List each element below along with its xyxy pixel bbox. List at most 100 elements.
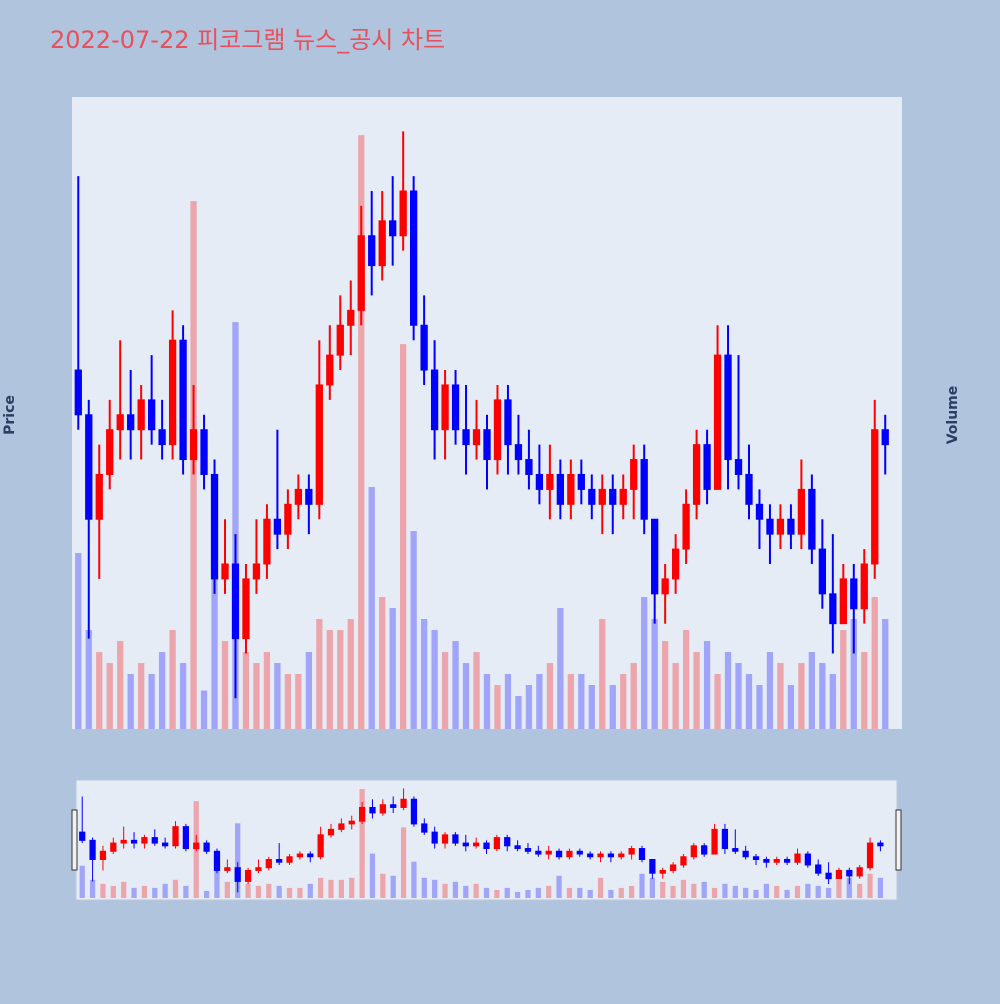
volume-bar [328,879,334,898]
volume-bar [483,887,490,898]
volume-bar [432,879,438,898]
candle-body [179,339,187,461]
candle-body [200,429,208,475]
candle-body [724,354,732,461]
volume-bar [410,531,417,729]
candle-body [587,853,594,858]
candle-body [797,488,806,535]
candle-body [189,429,198,461]
volume-bar [316,619,323,729]
candle-body [79,831,86,841]
volume-bar [877,877,884,898]
candle-body [850,578,858,610]
candle-body [242,578,250,640]
candle-body [210,473,219,580]
candle-body [307,853,314,858]
volume-bar [200,690,208,729]
volume-bar [318,877,324,898]
volume-bar [578,674,585,729]
candle-body [493,399,502,461]
candle-body [839,578,847,625]
volume-bar [871,597,878,729]
volume-bar [774,885,780,898]
volume-bar [756,685,763,729]
volume-bar [701,881,707,898]
volume-bar [141,885,148,898]
candle-body [545,850,552,855]
volume-bar [235,823,241,898]
volume-bar [525,889,531,898]
candle-body [546,473,554,490]
volume-bar [138,663,145,729]
candle-body [284,503,292,535]
volume-bar [420,619,428,729]
volume-bar [556,875,562,898]
candle-body [234,867,241,882]
candle-body [692,444,701,505]
candle-body [732,848,739,852]
candle-body [783,858,791,863]
volume-bar [587,889,593,898]
candle-body [358,806,366,822]
candle-body [525,459,533,475]
candle-body [835,869,843,880]
volume-bar [857,883,863,898]
candle-body [556,473,565,505]
candle-body [137,399,145,431]
candle-body [441,384,449,431]
candle-body [818,548,826,595]
volume-bar [714,674,721,729]
volume-bar [724,652,732,729]
candle-body [555,850,563,858]
candle-body [577,473,585,490]
candle-body [734,459,743,475]
volume-bar [829,674,836,729]
volume-bar [525,685,533,729]
candle-body [172,826,179,847]
candle-body [106,429,114,475]
candle-body [483,429,491,461]
volume-bar [670,885,676,898]
candle-body [158,429,166,446]
candle-body [618,853,625,858]
volume-bar [183,885,189,898]
candle-body [255,867,262,871]
volume-bar [662,641,669,729]
volume-bar [358,135,365,729]
volume-bar [672,663,679,729]
volume-bar [441,652,449,729]
volume-bar [305,652,312,729]
candle-body [182,826,190,850]
volume-bar [452,641,459,729]
volume-bar [337,630,344,729]
volume-bar [380,873,386,898]
candle-body [773,858,780,863]
candle-body [400,798,407,808]
range-slider[interactable] [75,779,898,901]
candle-body [430,369,439,431]
volume-bar [629,885,635,898]
candle-body [389,220,397,237]
volume-bar [732,885,738,898]
candle-body [326,354,334,386]
volume-bar [608,889,614,898]
volume-bar [850,619,857,729]
candle-body [151,837,158,844]
volume-bar [641,597,648,729]
volume-bar [784,889,790,898]
candle-body [877,842,884,847]
candle-body [745,473,753,505]
range-handle[interactable] [71,809,78,871]
candle-body [766,518,774,535]
candle-body [598,488,606,505]
volume-bar [777,663,784,729]
plot-area [72,97,902,729]
volume-bar [840,630,847,729]
volume-bar [148,674,155,729]
candle-body [286,856,293,863]
candle-body [825,872,832,880]
volume-bar [442,883,448,898]
candle-body [231,563,240,640]
range-handle[interactable] [895,809,902,871]
volume-bar [224,881,230,898]
